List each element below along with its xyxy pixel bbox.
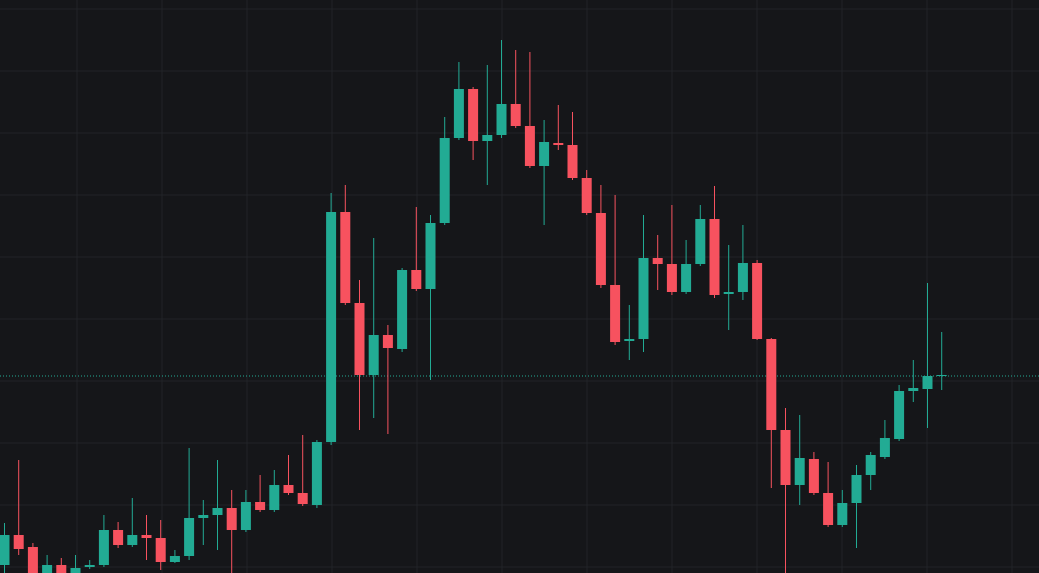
candle-body [0,535,10,565]
candle-body [539,142,550,166]
candle-body [84,565,95,567]
candle-body [922,376,933,389]
candle-body [382,335,393,348]
candle-body [340,212,351,303]
candle-body [269,485,280,510]
candle-body [837,503,848,525]
candle-body [425,223,436,289]
candle-body [624,339,635,341]
candle-body [226,508,237,530]
candle-body [113,530,124,545]
candle-body [184,518,195,556]
candle-body [936,375,947,376]
candle-body [27,547,38,573]
candle-body [723,292,734,294]
candle-body [695,219,706,264]
candle-body [737,263,748,292]
candle-body [13,535,24,549]
candle-body [42,565,53,573]
candle-body [326,212,337,442]
candle-body [297,493,308,504]
candle-body [368,335,379,375]
candle-body [411,270,422,289]
candle-body [879,438,890,457]
candle-body [567,145,578,178]
candle-body [510,104,521,126]
candle-body [823,493,834,525]
candle-body [98,530,109,565]
candle-body [780,430,791,485]
candle-body [169,556,180,562]
candle-body [468,89,479,141]
candle-body [439,138,450,223]
candle-body [638,258,649,339]
candle-body [666,264,677,292]
candle-body [141,535,152,538]
candle-body [851,475,862,503]
candle-body [581,178,592,213]
candle-body [524,126,535,166]
candle-body [311,442,322,505]
candle-body [283,485,294,493]
candle-body [752,263,763,339]
candle-body [908,388,919,391]
candle-body [155,538,166,562]
candle-body [865,455,876,475]
candle-body [496,104,507,135]
candle-body [255,502,266,510]
candle-body [70,568,81,573]
candle-body [240,502,251,530]
candle-body [56,565,67,573]
candle-body [595,213,606,285]
candle-body [453,89,464,138]
candle-body [482,135,493,141]
candle-body [766,339,777,430]
candle-body [610,285,621,342]
candle-body [681,264,692,292]
candle-body [354,303,365,375]
candle-body [808,459,819,493]
candle-body [709,219,720,295]
candle-body [397,270,408,349]
candle-body [553,143,564,145]
candle-body [794,458,805,485]
candle-body [894,391,905,439]
candle-body [127,535,138,545]
candle-body [652,258,663,264]
candle-body [198,515,209,518]
candle-body [212,508,223,515]
